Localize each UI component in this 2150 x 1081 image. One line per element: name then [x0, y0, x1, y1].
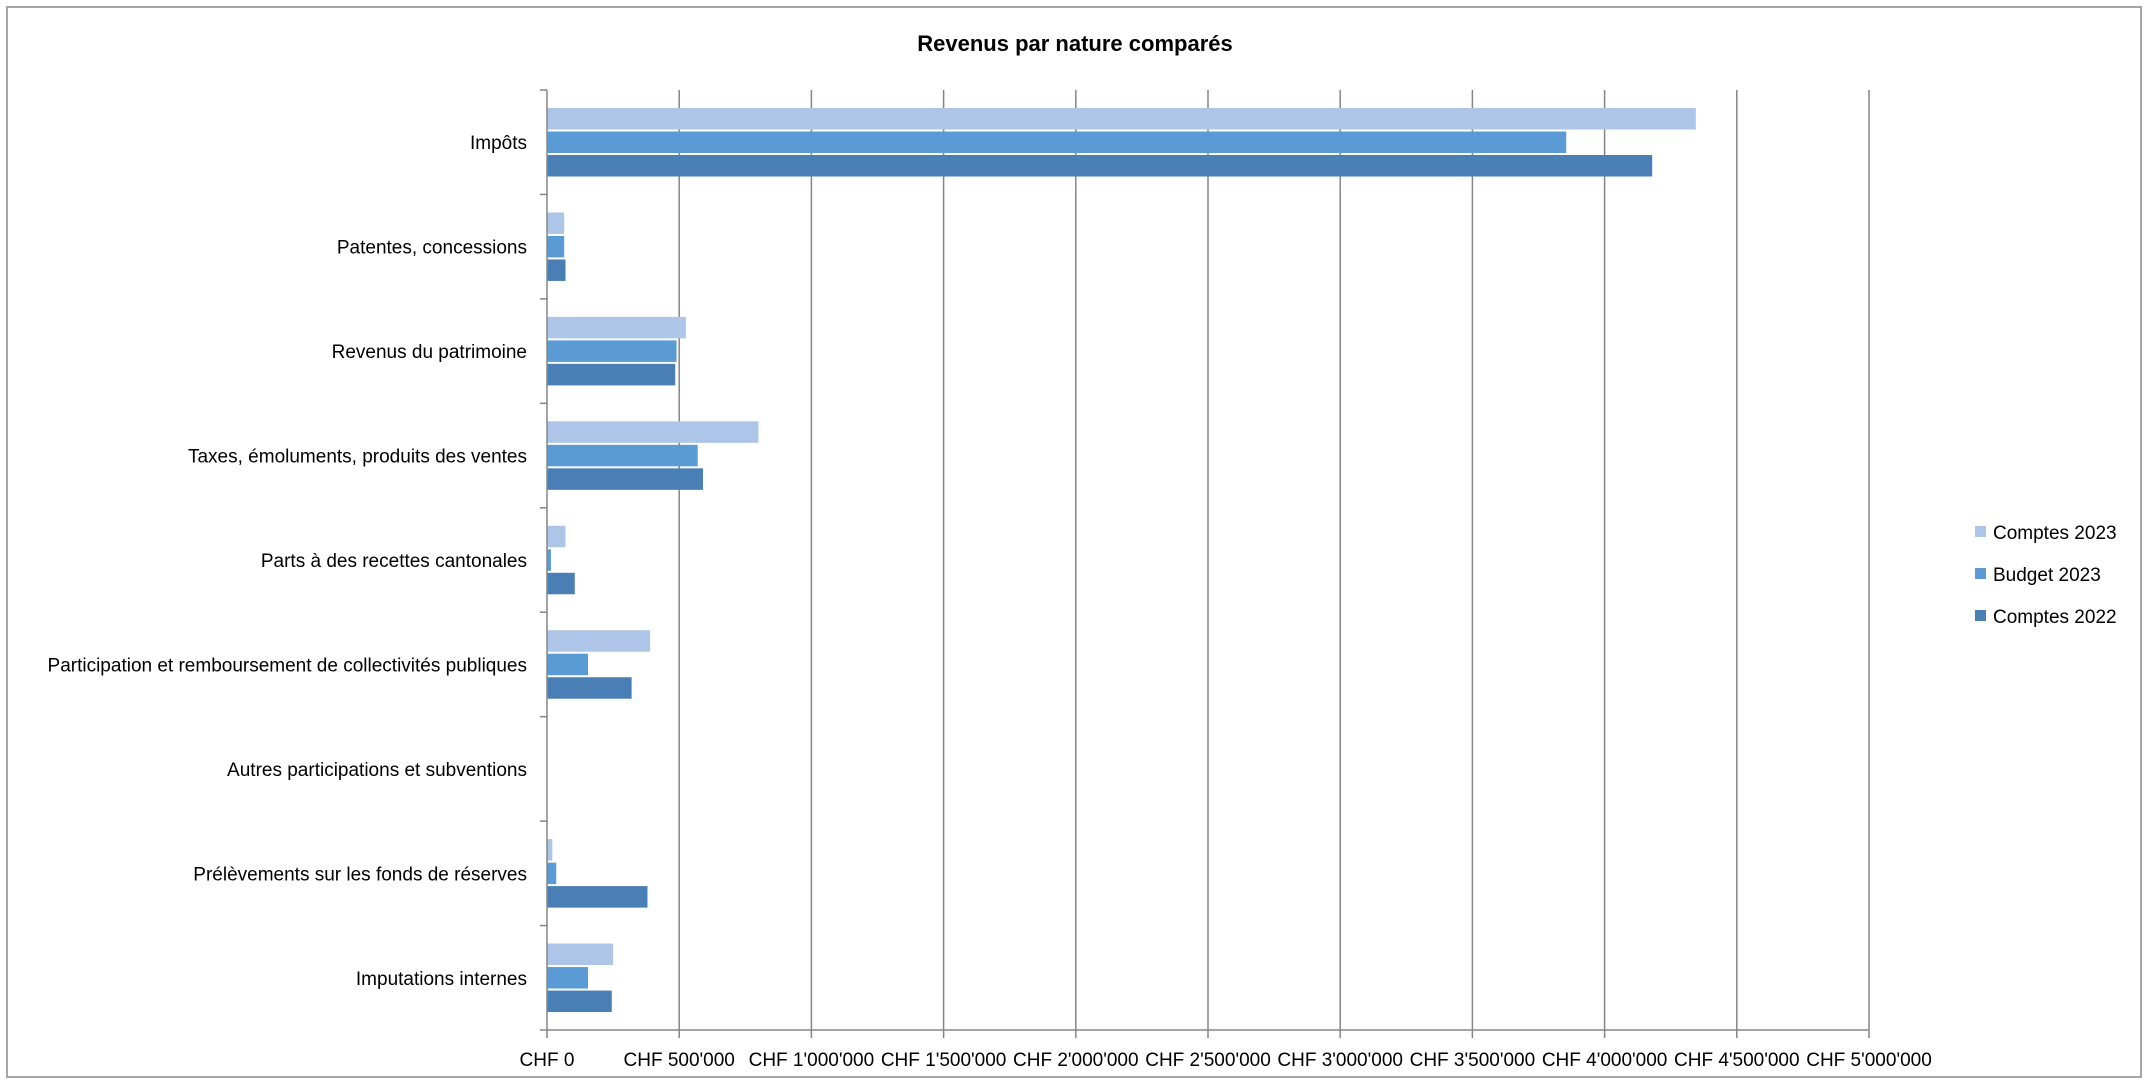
legend: Comptes 2023 Budget 2023 Comptes 2022 [1975, 523, 2117, 628]
category-label: Patentes, concessions [337, 238, 527, 259]
bar [547, 259, 566, 281]
x-tick-label: CHF 1'500'000 [881, 1050, 1007, 1071]
x-tick-label: CHF 3'000'000 [1277, 1050, 1403, 1071]
x-tick-label: CHF 3'500'000 [1410, 1050, 1536, 1071]
category-labels: Impôts Patentes, concessions Revenus du pa… [48, 133, 527, 990]
axes [540, 89, 1869, 1038]
bar [547, 340, 677, 362]
bar [547, 212, 565, 234]
bar [547, 630, 651, 652]
bar [547, 572, 575, 595]
bar [547, 677, 632, 699]
legend-label: Budget 2023 [1993, 565, 2101, 586]
category-label: Autres participations et subventions [227, 760, 527, 781]
x-tick-labels: CHF 0 CHF 500'000 CHF 1'000'000 CHF 1'500'0… [520, 1050, 1932, 1071]
category-label: Parts à des recettes cantonales [261, 551, 527, 572]
legend-label: Comptes 2023 [1993, 523, 2117, 544]
legend-swatch [1975, 526, 1986, 537]
chart-title: Revenus par nature comparés [917, 31, 1232, 56]
bar [547, 943, 614, 966]
category-label: Imputations internes [356, 969, 527, 990]
legend-label: Comptes 2022 [1993, 607, 2117, 628]
bar [547, 549, 551, 571]
x-tick-label: CHF 4'500'000 [1674, 1050, 1800, 1071]
bar [547, 235, 565, 258]
category-label: Prélèvements sur les fonds de réserves [193, 864, 527, 885]
legend-swatch [1975, 568, 1986, 579]
x-tick-label: CHF 4'000'000 [1542, 1050, 1668, 1071]
bar [547, 967, 588, 989]
bar [547, 421, 759, 443]
category-label: Taxes, émoluments, produits des ventes [188, 447, 527, 468]
x-tick-label: CHF 500'000 [624, 1050, 735, 1071]
bar [547, 839, 553, 861]
bar [547, 886, 648, 908]
category-label: Impôts [470, 133, 527, 154]
x-tick-label: CHF 2'500'000 [1145, 1050, 1271, 1071]
legend-swatch [1975, 610, 1986, 621]
x-tick-label: CHF 0 [520, 1050, 575, 1071]
category-label: Participation et remboursement de collec… [48, 655, 527, 676]
bar [547, 862, 557, 885]
category-label: Revenus du patrimoine [332, 342, 527, 363]
x-tick-label: CHF 2'000'000 [1013, 1050, 1139, 1071]
bar [547, 653, 588, 676]
bar [547, 468, 703, 490]
bar [547, 155, 1653, 177]
bar [547, 108, 1696, 130]
bar [547, 131, 1567, 153]
bar [547, 444, 698, 467]
gridlines [678, 90, 1870, 1038]
bars [547, 108, 1696, 1013]
bar [547, 363, 676, 386]
bar [547, 990, 612, 1013]
chart-frame [6, 6, 2142, 1078]
bar [547, 525, 566, 548]
x-tick-label: CHF 1'000'000 [749, 1050, 875, 1071]
x-tick-label: CHF 5'000'000 [1806, 1050, 1932, 1071]
bar [547, 316, 686, 339]
